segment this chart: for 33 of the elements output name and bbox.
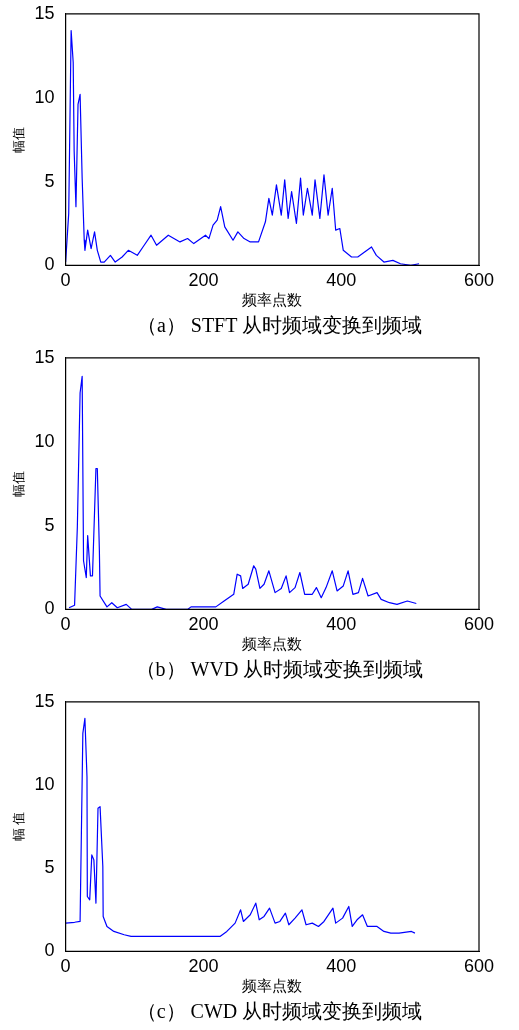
x-axis-title: 频率点数 bbox=[242, 291, 303, 308]
x-tick-label: 400 bbox=[326, 270, 357, 291]
text: （a） STFT 从时频域变换到频域 bbox=[135, 313, 424, 338]
x-tick-label: 200 bbox=[188, 614, 219, 635]
x-tick-label: 400 bbox=[326, 956, 357, 977]
y-tick-label: 10 bbox=[34, 86, 55, 107]
x-tick-label: 400 bbox=[326, 614, 357, 635]
text: （c） CWD 从时频域变换到频域 bbox=[135, 999, 424, 1024]
x-tick-label: 200 bbox=[188, 956, 219, 977]
y-tick-label: 0 bbox=[44, 254, 55, 275]
text: （b） WVD 从时频域变换到频域 bbox=[134, 657, 425, 682]
y-axis-title: 幅 值 bbox=[11, 811, 27, 842]
x-tick-label: 0 bbox=[60, 614, 71, 635]
y-tick-label: 5 bbox=[44, 170, 55, 191]
y-tick-label: 15 bbox=[34, 2, 55, 23]
y-tick-label: 0 bbox=[44, 940, 55, 961]
x-tick-label: 600 bbox=[463, 270, 495, 291]
y-tick-label: 5 bbox=[44, 857, 55, 878]
y-tick-label: 0 bbox=[44, 598, 55, 619]
x-axis-title: 频率点数 bbox=[242, 977, 303, 994]
x-tick-label: 600 bbox=[463, 956, 495, 977]
x-tick-label: 600 bbox=[463, 614, 495, 635]
x-tick-label: 0 bbox=[60, 270, 71, 291]
y-tick-label: 10 bbox=[34, 773, 55, 794]
x-tick-label: 200 bbox=[188, 270, 219, 291]
y-axis-title: 幅值 bbox=[11, 126, 27, 153]
y-tick-label: 5 bbox=[44, 514, 55, 535]
y-tick-label: 15 bbox=[34, 346, 55, 367]
y-tick-label: 15 bbox=[34, 690, 55, 711]
x-tick-label: 0 bbox=[60, 956, 71, 977]
x-axis-title: 频率点数 bbox=[242, 635, 303, 652]
y-tick-label: 10 bbox=[34, 430, 55, 451]
y-axis-title: 幅值 bbox=[11, 470, 27, 497]
